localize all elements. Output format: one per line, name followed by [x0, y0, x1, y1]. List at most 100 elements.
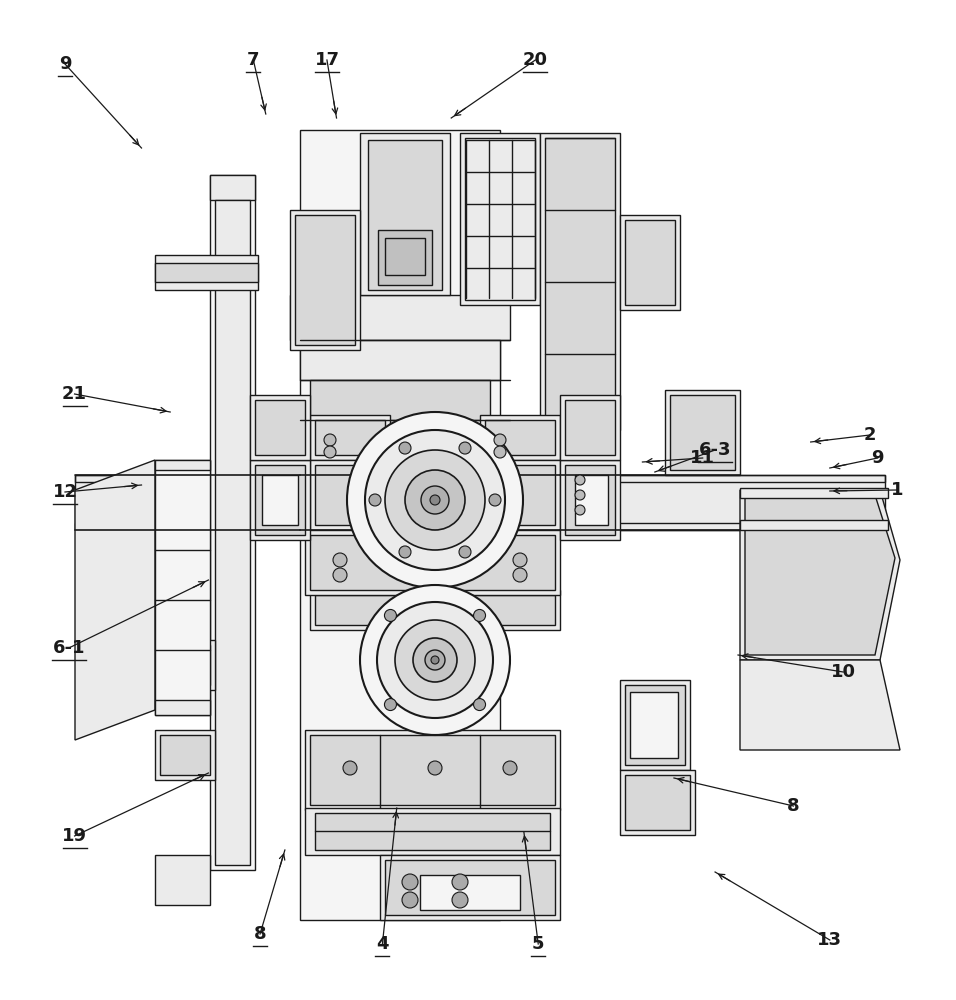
Bar [620, 680, 690, 770]
Polygon shape [740, 660, 900, 750]
Circle shape [360, 585, 510, 735]
Circle shape [421, 486, 449, 514]
Text: 5: 5 [532, 935, 545, 953]
Bar [250, 460, 310, 540]
Text: 2: 2 [863, 426, 877, 444]
Circle shape [365, 430, 505, 570]
Bar [310, 535, 555, 590]
Bar [560, 395, 620, 460]
Bar [485, 420, 555, 455]
Bar [385, 860, 555, 915]
Circle shape [428, 761, 442, 775]
Bar [75, 475, 885, 482]
Bar [545, 138, 615, 425]
Bar [368, 140, 442, 290]
Circle shape [513, 553, 527, 567]
Circle shape [402, 874, 418, 890]
Circle shape [459, 442, 471, 454]
Text: 8: 8 [787, 797, 800, 815]
Circle shape [503, 761, 517, 775]
Bar [262, 475, 298, 525]
Bar [565, 400, 615, 455]
Text: 9: 9 [871, 449, 884, 467]
Bar [215, 200, 250, 865]
Circle shape [385, 450, 485, 550]
Circle shape [473, 609, 486, 621]
Bar [160, 735, 210, 775]
Text: 17: 17 [315, 51, 339, 69]
Bar [155, 255, 258, 290]
Text: 20: 20 [523, 51, 548, 69]
Bar [310, 415, 390, 460]
Polygon shape [740, 490, 900, 660]
Bar [315, 813, 550, 850]
Bar [360, 133, 450, 295]
Circle shape [395, 620, 475, 700]
Circle shape [343, 761, 357, 775]
Circle shape [425, 650, 445, 670]
Bar [420, 875, 520, 910]
Bar [315, 465, 365, 525]
Bar [155, 460, 210, 715]
Circle shape [399, 546, 411, 558]
Circle shape [494, 434, 506, 446]
Bar [565, 465, 615, 535]
Bar [670, 395, 735, 470]
Circle shape [399, 442, 411, 454]
Bar [625, 220, 675, 305]
Bar [305, 530, 560, 595]
Circle shape [430, 495, 440, 505]
Text: 1: 1 [890, 481, 903, 499]
Bar [310, 735, 555, 805]
Bar [300, 130, 500, 920]
Bar [560, 460, 620, 540]
Circle shape [513, 568, 527, 582]
Text: 21: 21 [62, 385, 87, 403]
Bar [740, 520, 888, 530]
Bar [625, 775, 690, 830]
Circle shape [494, 446, 506, 458]
Bar [480, 415, 560, 460]
Bar [255, 400, 305, 455]
Bar [155, 700, 210, 715]
Bar [75, 523, 885, 530]
Bar [155, 263, 258, 282]
Bar [155, 460, 210, 470]
Bar [300, 340, 500, 380]
Bar [315, 420, 385, 455]
Text: 7: 7 [247, 51, 260, 69]
Circle shape [402, 892, 418, 908]
Circle shape [347, 412, 523, 588]
Bar [310, 380, 490, 420]
Bar [210, 175, 255, 870]
Bar [290, 210, 360, 350]
Circle shape [405, 470, 465, 530]
Bar [295, 215, 355, 345]
Text: 11: 11 [690, 449, 715, 467]
Bar [380, 855, 560, 920]
Bar [305, 730, 560, 810]
Text: 4: 4 [376, 935, 389, 953]
Bar [155, 730, 215, 780]
Text: 8: 8 [253, 925, 267, 943]
Circle shape [324, 446, 336, 458]
Polygon shape [745, 495, 895, 655]
Circle shape [459, 546, 471, 558]
Bar [740, 488, 888, 498]
Bar [385, 238, 425, 275]
Bar [630, 692, 678, 758]
Text: 12: 12 [53, 483, 77, 501]
Circle shape [384, 609, 397, 621]
Circle shape [333, 553, 347, 567]
Bar [255, 465, 305, 535]
Text: 13: 13 [817, 931, 842, 949]
Text: 19: 19 [62, 827, 87, 845]
Bar [315, 595, 555, 625]
Bar [210, 175, 255, 200]
Bar [250, 395, 310, 460]
Circle shape [324, 434, 336, 446]
Bar [310, 590, 560, 630]
Bar [310, 460, 370, 530]
Text: 10: 10 [831, 663, 856, 681]
Bar [75, 475, 885, 530]
